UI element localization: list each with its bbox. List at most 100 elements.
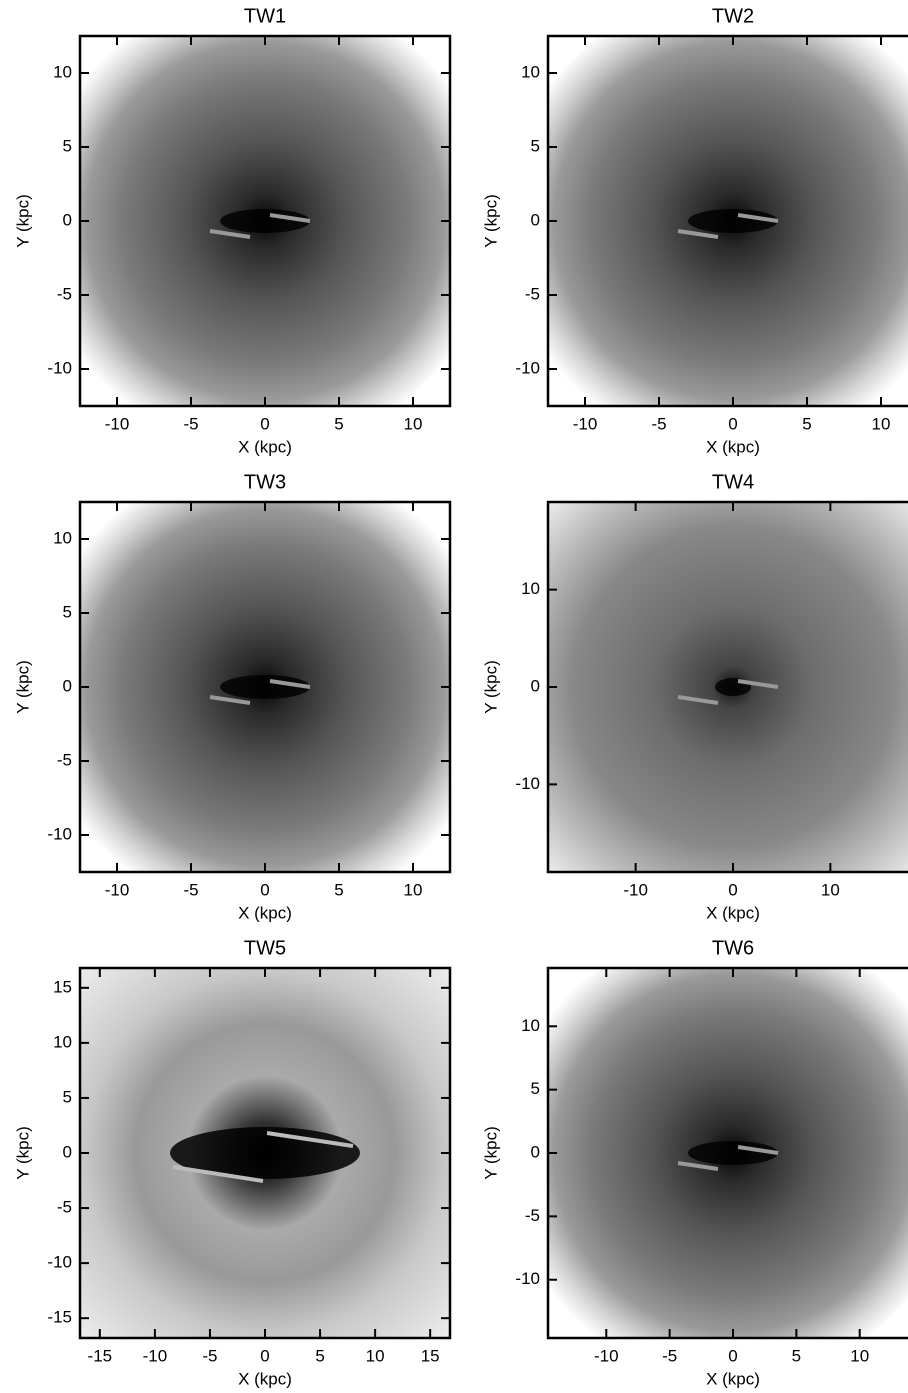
panel: TW1 X (kpc) Y (kpc) -10 -5 0 5 10 -10 -5 0 5 10 xyxy=(13,5,452,456)
x-tick-label: -5 xyxy=(183,880,198,899)
y-tick-label: 10 xyxy=(521,62,540,81)
y-tick-label: -5 xyxy=(525,284,540,303)
bar-core xyxy=(220,209,310,233)
x-tick-label: 10 xyxy=(404,880,423,899)
y-tick-label: 0 xyxy=(531,210,540,229)
y-tick-label: 10 xyxy=(521,579,540,598)
y-tick-label: 10 xyxy=(521,1016,540,1035)
streak xyxy=(266,1131,354,1148)
panel-title: TW4 xyxy=(712,471,754,493)
y-tick-label: -10 xyxy=(47,1253,72,1272)
panel-title: TW2 xyxy=(712,5,754,27)
x-tick-label: 10 xyxy=(821,880,840,899)
streak xyxy=(209,695,251,705)
x-tick-label: -10 xyxy=(105,880,130,899)
y-tick-label: 15 xyxy=(53,977,72,996)
x-tick-label: -5 xyxy=(183,414,198,433)
y-tick-label: 10 xyxy=(53,62,72,81)
x-axis-label: X (kpc) xyxy=(238,1369,292,1388)
x-axis-label: X (kpc) xyxy=(706,903,760,922)
panel-title: TW1 xyxy=(244,5,286,27)
x-tick-label: 0 xyxy=(260,414,269,433)
x-tick-label: -15 xyxy=(88,1346,113,1365)
x-tick-label: 0 xyxy=(728,880,737,899)
panel: TW4 X (kpc) Y (kpc) -10 0 10 -10 0 10 xyxy=(481,471,908,922)
x-axis-label: X (kpc) xyxy=(238,437,292,456)
x-axis-label: X (kpc) xyxy=(706,1369,760,1388)
y-axis-label: Y (kpc) xyxy=(481,1126,500,1180)
y-tick-label: -10 xyxy=(515,358,540,377)
x-tick-label: 10 xyxy=(366,1346,385,1365)
x-tick-label: -5 xyxy=(662,1346,677,1365)
x-tick-label: 10 xyxy=(404,414,423,433)
streak xyxy=(677,1161,719,1171)
y-tick-label: 0 xyxy=(531,676,540,695)
x-tick-label: 0 xyxy=(728,414,737,433)
y-tick-label: -10 xyxy=(515,774,540,793)
streak xyxy=(677,229,719,239)
streak xyxy=(737,1145,779,1155)
streak xyxy=(677,695,719,705)
x-tick-label: -10 xyxy=(105,414,130,433)
x-tick-label: -10 xyxy=(143,1346,168,1365)
x-tick-label: 5 xyxy=(315,1346,324,1365)
x-tick-label: 0 xyxy=(260,1346,269,1365)
panel: TW3 X (kpc) Y (kpc) -10 -5 0 5 10 -10 -5 0 5 10 xyxy=(13,471,452,922)
panel: TW5 X (kpc) Y (kpc) -15 -10 -5 0 5 10 15 -15 -10 -5 0… xyxy=(13,937,452,1388)
x-tick-label: 10 xyxy=(850,1346,869,1365)
streak xyxy=(269,213,311,223)
streak xyxy=(737,679,779,689)
y-tick-label: -10 xyxy=(47,358,72,377)
bar-core xyxy=(220,675,310,699)
y-tick-label: -15 xyxy=(47,1308,72,1327)
x-tick-label: 15 xyxy=(421,1346,440,1365)
y-tick-label: -5 xyxy=(57,284,72,303)
panel-title: TW6 xyxy=(712,937,754,959)
panel-title: TW3 xyxy=(244,471,286,493)
x-tick-label: 0 xyxy=(260,880,269,899)
x-tick-label: 0 xyxy=(728,1346,737,1365)
bar-core xyxy=(688,1141,778,1165)
y-axis-label: Y (kpc) xyxy=(481,194,500,248)
y-tick-label: -10 xyxy=(47,824,72,843)
y-axis-label: Y (kpc) xyxy=(13,194,32,248)
y-tick-label: 5 xyxy=(63,136,72,155)
y-tick-label: -5 xyxy=(57,1198,72,1217)
panel: TW6 X (kpc) Y (kpc) -10 -5 0 5 10 -10 -5 0 5 10 xyxy=(481,937,908,1388)
x-tick-label: 5 xyxy=(802,414,811,433)
y-tick-label: 10 xyxy=(53,528,72,547)
streak xyxy=(737,213,779,223)
y-tick-label: 0 xyxy=(63,210,72,229)
bar-core xyxy=(688,209,778,233)
panel-title: TW5 xyxy=(244,937,286,959)
streak xyxy=(172,1165,264,1183)
y-tick-label: -10 xyxy=(515,1269,540,1288)
x-tick-label: -10 xyxy=(573,414,598,433)
panel: TW2 X (kpc) Y (kpc) -10 -5 0 5 10 -10 -5 0 5 10 xyxy=(481,5,908,456)
y-tick-label: -5 xyxy=(525,1206,540,1225)
y-tick-label: 0 xyxy=(63,1142,72,1161)
y-axis-label: Y (kpc) xyxy=(13,660,32,714)
y-tick-label: 5 xyxy=(63,602,72,621)
x-tick-label: 5 xyxy=(334,880,343,899)
y-tick-label: 0 xyxy=(63,676,72,695)
x-tick-label: -5 xyxy=(202,1346,217,1365)
x-tick-label: -5 xyxy=(651,414,666,433)
streak xyxy=(209,229,251,239)
y-tick-label: 10 xyxy=(53,1032,72,1051)
x-tick-label: -10 xyxy=(623,880,648,899)
y-tick-label: 5 xyxy=(63,1087,72,1106)
x-tick-label: 10 xyxy=(872,414,891,433)
x-axis-label: X (kpc) xyxy=(706,437,760,456)
y-tick-label: 5 xyxy=(531,1079,540,1098)
y-axis-label: Y (kpc) xyxy=(13,1126,32,1180)
y-tick-label: 0 xyxy=(531,1142,540,1161)
y-tick-label: -5 xyxy=(57,750,72,769)
y-axis-label: Y (kpc) xyxy=(481,660,500,714)
streak xyxy=(269,679,311,689)
x-tick-label: 5 xyxy=(792,1346,801,1365)
x-tick-label: 5 xyxy=(334,414,343,433)
x-tick-label: -10 xyxy=(594,1346,619,1365)
